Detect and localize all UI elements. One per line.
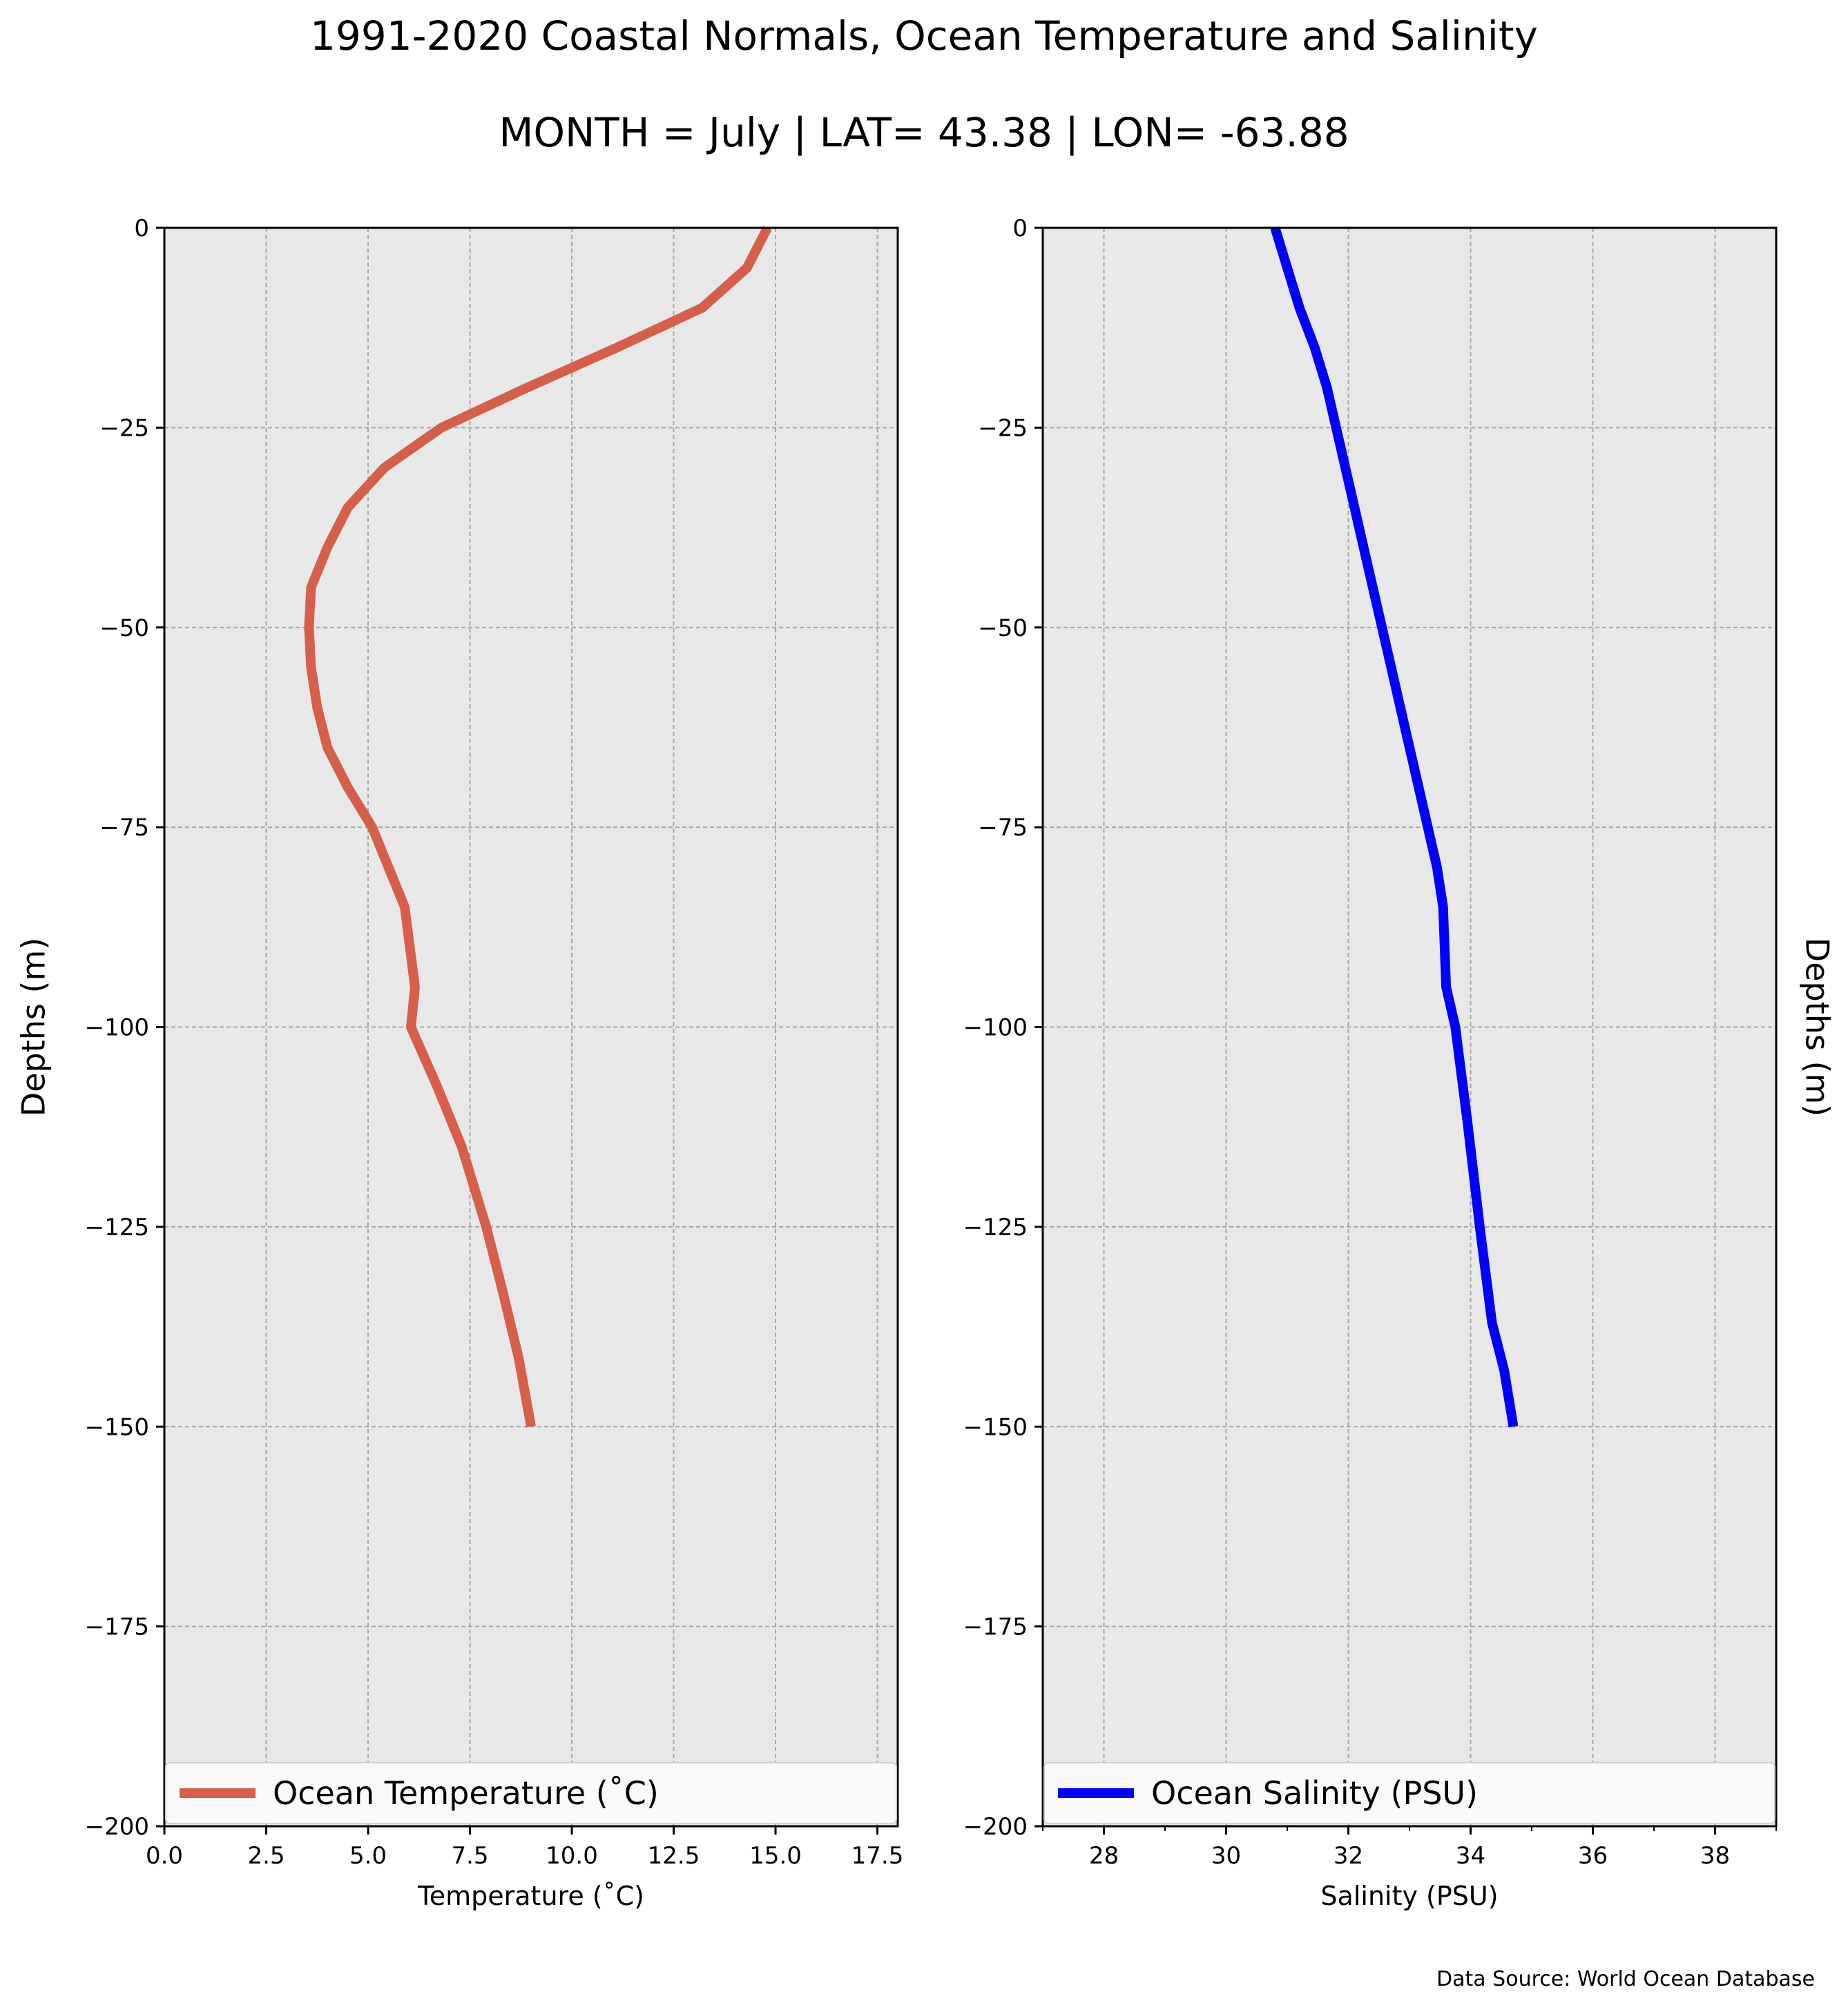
temperature-x-tick-label: 5.0 [349, 1842, 387, 1870]
salinity-y-tick-label: −75 [978, 814, 1028, 842]
temperature-x-tick-label: 2.5 [247, 1842, 285, 1870]
salinity-x-tick-label: 38 [1700, 1842, 1730, 1870]
salinity-y-axis-label: Depths (m) [1799, 938, 1836, 1116]
temperature-y-tick-label: −125 [85, 1214, 149, 1241]
salinity-x-tick-label: 30 [1211, 1842, 1241, 1870]
temperature-y-tick-label: −25 [99, 414, 149, 442]
data-source-note: Data Source: World Ocean Database [1436, 1967, 1815, 1991]
salinity-y-tick-label: −100 [963, 1014, 1028, 1042]
salinity-x-axis-label: Salinity (PSU) [1320, 1881, 1498, 1911]
temperature-legend: Ocean Temperature (˚C) [165, 1762, 897, 1824]
salinity-series-line [1270, 226, 1519, 1428]
temperature-y-tick-label: −150 [85, 1413, 149, 1441]
salinity-y-tick-label: −25 [978, 414, 1028, 442]
salinity-x-tick-label: 34 [1456, 1842, 1485, 1870]
salinity-legend: Ocean Salinity (PSU) [1043, 1762, 1775, 1824]
temperature-legend-box [165, 1762, 897, 1824]
salinity-legend-label: Ocean Salinity (PSU) [1151, 1774, 1478, 1812]
salinity-panel: 28 30 32 34 36 38 0 −25 −50 −75 −100 −125 −150 −175 −2… [963, 215, 1836, 1911]
temperature-y-tick-label: −175 [85, 1614, 149, 1641]
salinity-x-tick-label: 28 [1089, 1842, 1119, 1870]
salinity-y-tick-label: −50 [978, 615, 1028, 642]
temperature-series-line [304, 225, 772, 1428]
temperature-x-tick-label: 17.5 [851, 1842, 904, 1870]
salinity-y-tick-label: −175 [963, 1614, 1028, 1641]
temperature-panel: 0.0 2.5 5.0 7.5 10.0 12.5 15.0 17.5 0 −25 −50 −75 −1… [15, 215, 904, 1911]
salinity-legend-box [1043, 1762, 1775, 1824]
temperature-x-tick-label: 10.0 [546, 1842, 598, 1870]
temperature-y-tick-label: −50 [99, 615, 149, 642]
temperature-y-tick-label: −100 [85, 1014, 149, 1042]
salinity-x-tick-label: 32 [1334, 1842, 1363, 1870]
temperature-y-tick-label: −200 [85, 1813, 149, 1841]
temperature-y-tick-label: −75 [99, 814, 149, 842]
temperature-legend-label: Ocean Temperature (˚C) [273, 1774, 659, 1812]
temperature-y-axis-label: Depths (m) [15, 938, 52, 1116]
salinity-y-tick-label: −150 [963, 1413, 1028, 1441]
salinity-y-tick-label: −125 [963, 1214, 1028, 1241]
temperature-x-tick-label: 7.5 [451, 1842, 488, 1870]
salinity-y-tick-label: −200 [963, 1813, 1028, 1841]
temperature-x-axis-label: Temperature (˚C) [417, 1881, 644, 1911]
temperature-x-tick-label: 15.0 [749, 1842, 802, 1870]
salinity-y-tick-label: 0 [1012, 215, 1028, 242]
figure-title: 1991-2020 Coastal Normals, Ocean Tempera… [310, 12, 1538, 59]
temperature-x-tick-label: 12.5 [648, 1842, 700, 1870]
temperature-y-tick-label: 0 [134, 215, 149, 242]
temperature-x-tick-label: 0.0 [146, 1842, 183, 1870]
figure-subtitle: MONTH = July | LAT= 43.38 | LON= -63.88 [499, 109, 1349, 156]
salinity-x-tick-label: 36 [1578, 1842, 1608, 1870]
